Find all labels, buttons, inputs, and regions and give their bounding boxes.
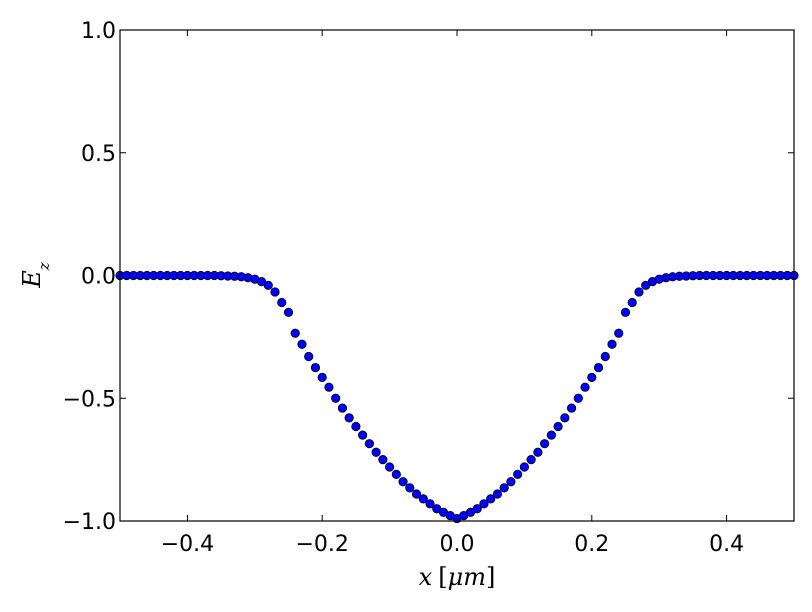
data-point xyxy=(472,504,482,514)
data-point xyxy=(324,382,334,392)
data-point xyxy=(499,483,509,493)
data-point xyxy=(540,439,550,449)
data-point xyxy=(344,413,354,423)
data-point xyxy=(546,430,556,440)
x-tick-label: 0.0 xyxy=(440,532,475,557)
data-point xyxy=(378,455,388,465)
data-point xyxy=(607,339,617,349)
y-tick-label: 0.0 xyxy=(81,265,116,290)
data-point xyxy=(391,469,401,479)
data-point xyxy=(553,421,563,432)
data-point xyxy=(479,499,489,509)
data-point xyxy=(593,362,604,373)
data-point xyxy=(283,307,294,317)
y-axis-subscript: z xyxy=(35,262,53,271)
y-ticks: −1.0 −0.5 0.0 0.5 1.0 xyxy=(63,19,794,535)
y-tick-label: −1.0 xyxy=(63,510,116,535)
x-tick-label: 0.4 xyxy=(709,532,744,557)
data-point xyxy=(506,477,516,487)
data-point xyxy=(560,413,570,423)
data-point xyxy=(290,328,300,338)
data-point xyxy=(331,393,341,403)
x-axis-unit: μm xyxy=(448,563,486,591)
x-tick-label: −0.4 xyxy=(161,532,214,557)
data-point xyxy=(587,372,597,382)
data-points xyxy=(115,270,799,524)
data-point xyxy=(371,447,381,457)
x-tick-label: 0.2 xyxy=(574,532,609,557)
x-axis-unit-close-bracket: ] xyxy=(486,563,495,591)
x-tick-label: −0.2 xyxy=(295,532,348,557)
data-point xyxy=(614,328,624,338)
data-point xyxy=(411,489,422,499)
data-point xyxy=(634,287,644,297)
x-ticks: −0.4 −0.2 0.0 0.2 0.4 xyxy=(161,30,744,557)
y-axis-variable: E xyxy=(18,270,46,289)
data-point xyxy=(580,382,590,392)
data-point xyxy=(513,469,523,479)
data-point xyxy=(418,494,428,504)
x-axis-label: x [μm] xyxy=(419,563,496,591)
data-point xyxy=(526,455,536,465)
data-point xyxy=(358,430,368,440)
data-point xyxy=(270,287,280,297)
data-point xyxy=(364,439,374,449)
plot-frame xyxy=(119,29,795,522)
data-point xyxy=(519,462,530,472)
data-point xyxy=(486,494,496,504)
data-point xyxy=(398,477,408,487)
y-tick-label: −0.5 xyxy=(63,387,116,412)
data-point xyxy=(405,483,415,493)
data-point xyxy=(492,489,503,499)
data-point xyxy=(263,280,273,290)
data-point xyxy=(304,351,314,362)
data-point xyxy=(566,403,577,413)
data-point xyxy=(317,372,327,382)
data-point xyxy=(600,351,610,362)
data-point xyxy=(310,362,321,373)
data-point xyxy=(425,499,435,509)
data-point xyxy=(533,447,543,457)
data-point xyxy=(620,307,631,317)
data-point xyxy=(384,462,395,472)
x-axis-variable: x xyxy=(419,563,433,591)
data-point xyxy=(277,297,287,308)
data-point xyxy=(351,421,361,432)
data-point xyxy=(627,297,637,308)
data-point xyxy=(337,403,348,413)
y-tick-label: 1.0 xyxy=(81,19,116,44)
x-axis-unit-open-bracket: [ xyxy=(438,563,447,591)
y-axis-label: Ez xyxy=(18,262,53,289)
data-point xyxy=(573,393,583,403)
data-point xyxy=(297,339,307,349)
y-tick-label: 0.5 xyxy=(81,142,116,167)
